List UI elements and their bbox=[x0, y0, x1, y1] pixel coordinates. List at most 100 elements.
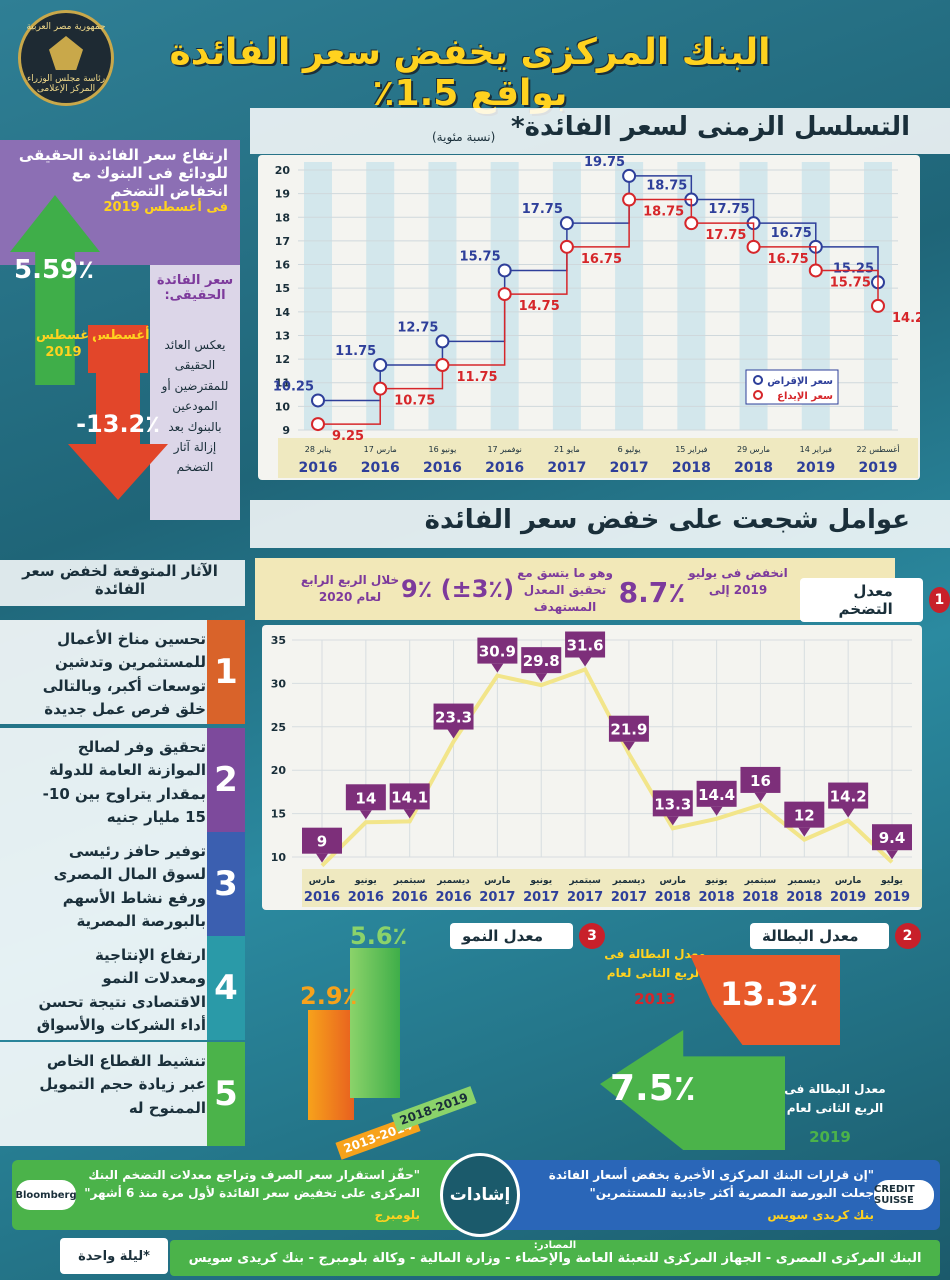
data-label: 14.2 bbox=[830, 788, 867, 806]
y-tick-label: 10 bbox=[275, 400, 291, 413]
real-rate-aug2019: أغسطس 2019 bbox=[36, 328, 94, 360]
target-note: خلال الربع الرابع لعام 2020 bbox=[300, 573, 400, 604]
x-year-label: 2017 bbox=[611, 890, 647, 905]
y-tick-label: 10 bbox=[271, 851, 287, 864]
x-month-label: يوليو bbox=[880, 876, 903, 886]
y-tick-label: 13 bbox=[275, 329, 290, 342]
data-label: 31.6 bbox=[567, 637, 604, 655]
growth-label-group: معدل النمو 3 bbox=[450, 923, 606, 949]
data-label: 9.4 bbox=[879, 829, 906, 847]
series-point bbox=[684, 216, 699, 231]
x-year-label: 2019 bbox=[796, 460, 835, 476]
series-point bbox=[373, 358, 388, 372]
x-year-label: 2018 bbox=[734, 460, 773, 476]
data-label: 10.25 bbox=[273, 379, 314, 394]
data-label: 15.75 bbox=[830, 275, 871, 290]
data-label: 9 bbox=[317, 833, 327, 851]
x-date-label: 6 يوليو bbox=[618, 445, 641, 454]
y-tick-label: 18 bbox=[275, 211, 290, 224]
x-month-label: سبتمبر bbox=[744, 876, 777, 886]
data-label-box bbox=[521, 647, 562, 674]
data-label-box bbox=[565, 631, 606, 658]
effects-heading-band bbox=[0, 560, 245, 606]
x-year-label: 2016 bbox=[361, 460, 400, 476]
y-tick-label: 15 bbox=[271, 808, 286, 821]
logo-line-3: المركز الإعلامى bbox=[36, 84, 96, 94]
timeseries-heading: التسلسل الزمنى لسعر الفائدة* bbox=[511, 112, 910, 142]
data-label: 29.8 bbox=[523, 652, 560, 670]
real-rate-definition-box: سعر الفائدة الحقيقى: يعكس العائد الحقيقى… bbox=[150, 265, 240, 520]
data-label: 16.75 bbox=[581, 252, 622, 267]
effect-text: ارتفاع الإنتاجية ومعدلات النمو الاقتصادى… bbox=[36, 946, 206, 1034]
x-date-label: 17 نوفمبر bbox=[487, 445, 521, 454]
x-year-label: 2017 bbox=[610, 460, 649, 476]
data-label-pointer bbox=[666, 816, 679, 826]
x-month-label: مارس bbox=[835, 876, 862, 886]
legend-label-lending: سعر الإقراض bbox=[767, 376, 833, 387]
inflation-label-group: معدل التضخم 1 bbox=[800, 578, 950, 622]
inflation-note-1: انخفض فى يوليو 2019 إلى bbox=[688, 566, 788, 597]
bloomberg-quote: "حفّز استقرار سعر الصرف وتراجع معدلات ال… bbox=[84, 1168, 420, 1200]
data-label: 16.75 bbox=[771, 226, 812, 241]
data-label: 16.75 bbox=[768, 252, 809, 267]
effect-item-2: تحقيق وفر لصالح الموازنة العامة للدولة ب… bbox=[0, 728, 245, 832]
data-label: 14.1 bbox=[391, 788, 428, 806]
x-year-label: 2016 bbox=[485, 460, 524, 476]
series-point bbox=[311, 417, 325, 432]
data-label: 13.3 bbox=[654, 795, 691, 813]
series-line-1 bbox=[318, 198, 879, 425]
series-point bbox=[435, 334, 450, 349]
cabinet-logo: جمهورية مصر العربية رئاسة مجلس الوزراء ا… bbox=[18, 10, 114, 106]
x-date-label: 14 فبراير bbox=[800, 445, 832, 454]
y-tick-label: 35 bbox=[271, 634, 286, 647]
x-year-label: 2018 bbox=[699, 890, 735, 905]
growth-bar-new bbox=[350, 948, 400, 1098]
data-label-box bbox=[740, 766, 781, 793]
x-year-label: 2019 bbox=[874, 890, 910, 905]
data-label-box bbox=[433, 703, 474, 730]
data-label: 14.25 bbox=[892, 311, 920, 326]
data-label-box bbox=[608, 715, 649, 742]
y-tick-label: 20 bbox=[275, 164, 291, 177]
x-month-label: مارس bbox=[484, 876, 511, 886]
x-year-label: 2018 bbox=[742, 890, 778, 905]
real-rate-title: ارتفاع سعر الفائدة الحقيقى للودائع فى ال… bbox=[18, 146, 228, 200]
data-label-pointer bbox=[403, 809, 416, 819]
x-month-label: ديسمبر bbox=[612, 876, 646, 886]
unemp-2019-label: معدل البطالة فى الربع الثانى لعام bbox=[784, 1082, 886, 1116]
data-label-box bbox=[872, 824, 912, 851]
series-point bbox=[559, 216, 574, 231]
x-date-label: 22 أغسطس bbox=[856, 444, 899, 454]
data-label: 11.75 bbox=[456, 370, 497, 385]
y-tick-label: 14 bbox=[275, 306, 291, 319]
data-label-box bbox=[652, 790, 693, 817]
legend-marker-lending bbox=[753, 375, 763, 385]
data-label: 12 bbox=[794, 807, 815, 825]
effect-item-5: تنشيط القطاع الخاص عبر زيادة حجم التمويل… bbox=[0, 1042, 245, 1146]
x-month-label: ديسمبر bbox=[787, 876, 821, 886]
unemp-2019-year: 2019 bbox=[809, 1128, 851, 1146]
series-point bbox=[808, 263, 823, 278]
inflation-note-2: وهو ما يتسق مع تحقيق المعدل المستهدف bbox=[517, 566, 613, 614]
x-month-label: مارس bbox=[309, 876, 336, 886]
data-label: 21.9 bbox=[610, 721, 647, 739]
effect-number: 5 bbox=[207, 1042, 245, 1146]
x-date-label: 17 مارس bbox=[364, 445, 397, 454]
factors-heading-band bbox=[250, 500, 950, 548]
y-tick-label: 11 bbox=[275, 377, 290, 390]
x-date-label: 15 فبراير bbox=[675, 445, 707, 454]
effect-text: توفير حافز رئيسى لسوق المال المصرى ورفع … bbox=[53, 842, 206, 930]
x-month-label: ديسمبر bbox=[436, 876, 470, 886]
timeseries-heading-band bbox=[250, 108, 950, 154]
unemp-2013-label: معدل البطالة فى الربع الثانى لعام bbox=[604, 947, 706, 981]
effects-heading: الآثار المتوقعة لخفض سعر الفائدة bbox=[22, 562, 218, 598]
data-label-pointer bbox=[535, 673, 548, 683]
y-tick-label: 25 bbox=[271, 721, 286, 734]
logo-line-1: جمهورية مصر العربية bbox=[26, 22, 106, 32]
growth-label: معدل النمو bbox=[450, 923, 574, 949]
testimonial-credit-suisse: "إن قرارات البنك المركزى الأخيرة بخفض أس… bbox=[478, 1160, 940, 1230]
unemp-label-group: معدل البطالة 2 bbox=[750, 923, 921, 949]
data-label-pointer bbox=[491, 663, 504, 673]
definition-title: سعر الفائدة الحقيقى: bbox=[156, 273, 234, 303]
real-rate-header: ارتفاع سعر الفائدة الحقيقى للودائع فى ال… bbox=[0, 140, 240, 265]
